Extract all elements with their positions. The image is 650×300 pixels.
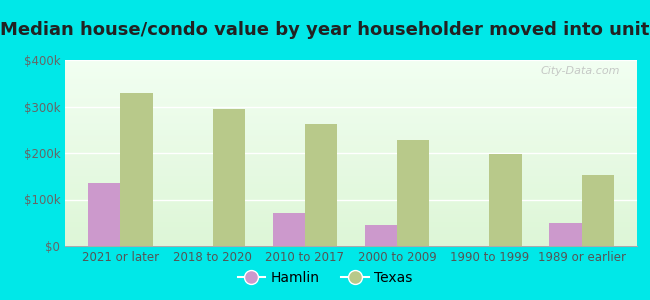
Bar: [305, 124, 337, 246]
Legend: Hamlin, Texas: Hamlin, Texas: [232, 265, 418, 290]
Bar: [489, 154, 522, 246]
Bar: [272, 214, 305, 246]
Bar: [582, 175, 614, 246]
Bar: [365, 225, 397, 246]
Text: Median house/condo value by year householder moved into unit: Median house/condo value by year househo…: [0, 21, 650, 39]
Bar: [213, 109, 245, 246]
Bar: [549, 223, 582, 246]
Bar: [397, 140, 430, 246]
Bar: [88, 183, 120, 246]
Text: City-Data.com: City-Data.com: [540, 66, 620, 76]
Bar: [120, 92, 153, 246]
